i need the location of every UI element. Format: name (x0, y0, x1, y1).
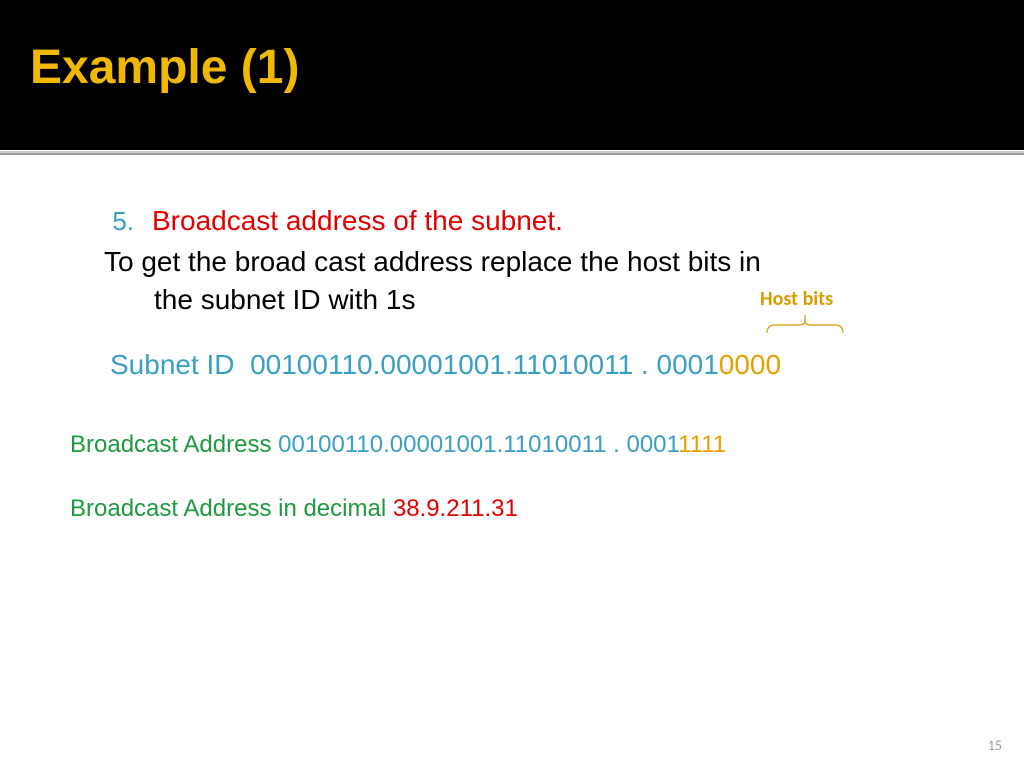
list-item: 5. Broadcast address of the subnet. (100, 205, 984, 237)
slide-content: 5. Broadcast address of the subnet. To g… (0, 155, 1024, 523)
body-line-1: To get the broad cast address replace th… (104, 246, 761, 277)
host-bits-label: Host bits (760, 287, 833, 311)
broadcast-dec-label: Broadcast Address in decimal (70, 495, 386, 522)
brace-icon (755, 313, 855, 341)
slide-header: Example (1) (0, 0, 1024, 150)
broadcast-decimal-line: Broadcast Address in decimal 38.9.211.31 (70, 495, 984, 523)
list-heading: Broadcast address of the subnet. (152, 205, 563, 237)
subnet-id-line: Subnet ID 00100110.00001001.11010011 . 0… (110, 349, 984, 381)
page-number: 15 (988, 737, 1002, 754)
broadcast-bits-host: 1111 (678, 431, 726, 458)
broadcast-dec-value: 38.9.211.31 (393, 495, 518, 522)
list-number: 5. (100, 206, 152, 237)
subnet-bits-host: 0000 (719, 349, 781, 380)
broadcast-label: Broadcast Address (70, 431, 271, 458)
subnet-bits-prefix: 00100110.00001001.11010011 . 0001 (250, 349, 719, 380)
broadcast-binary-line: Broadcast Address 00100110.00001001.1101… (70, 431, 984, 459)
slide-title: Example (1) (30, 40, 994, 95)
subnet-label: Subnet ID (110, 349, 235, 380)
body-text: To get the broad cast address replace th… (100, 243, 984, 319)
broadcast-bits-prefix: 00100110.00001001.11010011 . 0001 (278, 431, 678, 458)
